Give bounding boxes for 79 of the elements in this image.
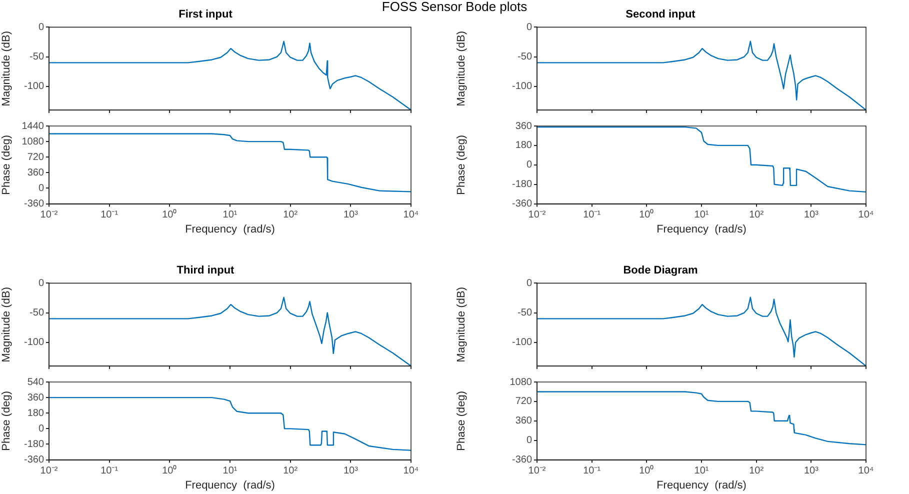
- y-tick-label: 360: [515, 416, 532, 427]
- x-tick-label: 10³: [804, 210, 820, 221]
- y-tick-label: -50: [518, 52, 532, 63]
- x-tick-label: 10⁻¹: [100, 210, 119, 221]
- y-tick-label: 0: [38, 423, 44, 434]
- x-tick-label: 10⁰: [162, 464, 178, 477]
- y-axis-title: Magnitude (dB): [456, 30, 468, 106]
- y-axis-title: Phase (deg): [0, 390, 13, 451]
- x-tick-label: 10⁻¹: [100, 466, 119, 477]
- x-tick-label: 10³: [343, 466, 359, 477]
- y-tick-label: 180: [515, 140, 532, 152]
- x-axis-title: Frequency (rad/s): [656, 479, 746, 492]
- x-tick-label: 10⁰: [162, 208, 178, 221]
- x-tick-label: 10¹: [694, 210, 710, 221]
- chart-title: Second input: [626, 8, 696, 21]
- y-axis-title: Magnitude (dB): [0, 286, 13, 362]
- chart-title: Third input: [176, 264, 235, 277]
- y-tick-label: -360: [24, 454, 44, 466]
- x-axis-title: Frequency (rad/s): [656, 223, 746, 236]
- x-tick-label: 10³: [804, 466, 820, 477]
- y-axis-title: Phase (deg): [456, 390, 468, 451]
- x-tick-label: 10²: [749, 466, 764, 477]
- y-tick-label: -100: [512, 337, 532, 348]
- y-axis-title: Magnitude (dB): [456, 286, 468, 362]
- y-axis-title: Phase (deg): [456, 134, 468, 195]
- y-tick-label: 360: [27, 167, 44, 178]
- y-tick-label: 0: [38, 278, 44, 289]
- y-tick-label: -360: [24, 198, 44, 210]
- y-tick-label: -100: [24, 337, 44, 348]
- y-axis-title: Magnitude (dB): [0, 30, 13, 106]
- y-tick-label: 1080: [22, 136, 44, 148]
- y-tick-label: 0: [38, 182, 44, 194]
- x-tick-label: 10⁰: [639, 208, 654, 221]
- x-tick-label: 10¹: [694, 466, 710, 477]
- x-tick-label: 10²: [749, 210, 764, 221]
- chart-title: Bode Diagram: [623, 264, 698, 277]
- x-axis-title: Frequency (rad/s): [185, 479, 275, 492]
- y-tick-label: -360: [512, 454, 532, 466]
- x-tick-label: 10⁻¹: [583, 466, 602, 477]
- x-tick-label: 10⁻²: [40, 210, 58, 221]
- y-tick-label: 0: [38, 22, 44, 33]
- x-tick-label: 10²: [283, 466, 298, 477]
- x-tick-label: 10⁻²: [528, 210, 546, 221]
- x-tick-label: 10⁴: [858, 466, 874, 477]
- x-tick-label: 10¹: [222, 210, 238, 221]
- y-tick-label: -50: [518, 308, 532, 319]
- y-tick-label: 1080: [510, 376, 532, 388]
- y-tick-label: 1440: [22, 120, 44, 132]
- x-axis-title: Frequency (rad/s): [185, 223, 275, 236]
- x-tick-label: 10²: [283, 210, 298, 221]
- x-tick-label: 10⁴: [403, 466, 419, 477]
- chart-title: First input: [178, 8, 233, 21]
- x-tick-label: 10⁴: [858, 210, 874, 221]
- x-tick-label: 10⁴: [403, 210, 419, 221]
- y-tick-label: 720: [27, 152, 44, 163]
- y-tick-label: -100: [24, 81, 44, 92]
- y-tick-label: -50: [30, 308, 44, 319]
- x-tick-label: 10⁻²: [528, 466, 546, 477]
- y-tick-label: 0: [526, 278, 532, 289]
- y-tick-label: 360: [27, 392, 44, 404]
- y-tick-label: -180: [512, 179, 532, 190]
- x-tick-label: 10⁻²: [40, 466, 58, 477]
- y-tick-label: -50: [30, 52, 44, 63]
- y-tick-label: 720: [515, 396, 532, 408]
- x-tick-label: 10⁻¹: [583, 210, 602, 221]
- y-axis-title: Phase (deg): [0, 134, 13, 195]
- y-tick-label: 0: [526, 160, 532, 171]
- y-tick-label: 360: [515, 120, 532, 132]
- y-tick-label: -360: [512, 198, 532, 210]
- y-tick-label: 540: [27, 376, 44, 388]
- text: FOSS Sensor Bode plots: [382, 0, 528, 14]
- x-tick-label: 10¹: [222, 466, 238, 477]
- y-tick-label: 0: [526, 22, 532, 33]
- y-tick-label: -100: [512, 81, 532, 92]
- y-tick-label: 0: [526, 435, 532, 446]
- x-tick-label: 10⁰: [639, 464, 654, 477]
- x-tick-label: 10³: [343, 210, 359, 221]
- y-tick-label: -180: [24, 438, 44, 450]
- y-tick-label: 180: [27, 408, 44, 419]
